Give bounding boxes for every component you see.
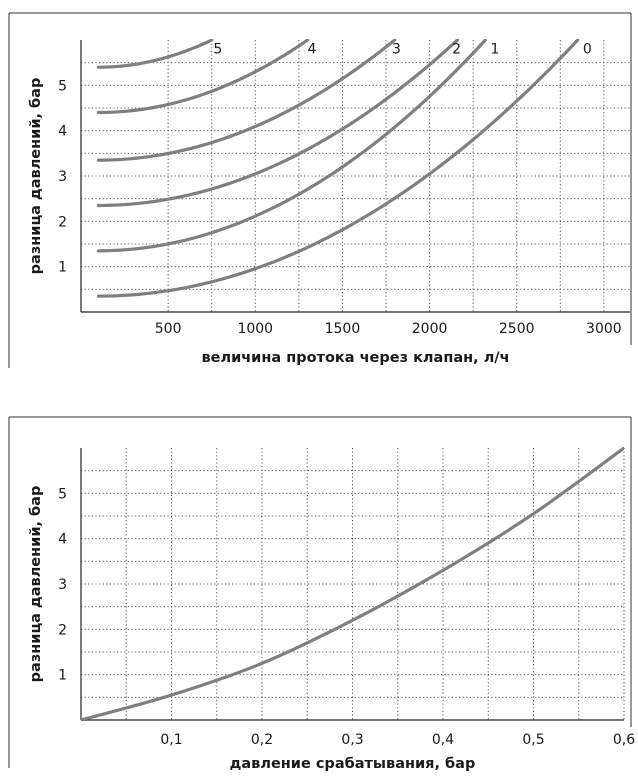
x-tick-label: 0,4 bbox=[432, 732, 454, 748]
x-axis-label: давление срабатывания, бар bbox=[230, 756, 476, 772]
x-tick-label: 3000 bbox=[586, 321, 622, 337]
y-tick-label: 3 bbox=[58, 577, 67, 593]
y-tick-label: 5 bbox=[58, 486, 67, 502]
series-line-main bbox=[81, 447, 624, 720]
bottom-chart-frame bbox=[8, 416, 632, 768]
series-line-3 bbox=[96, 39, 397, 162]
x-tick-label: 0,1 bbox=[160, 732, 182, 748]
x-tick-label: 0,6 bbox=[613, 732, 635, 748]
series-line-0 bbox=[96, 39, 580, 298]
grid bbox=[81, 40, 630, 312]
curve-label: 3 bbox=[392, 42, 401, 58]
curve-label: 5 bbox=[213, 42, 222, 58]
x-tick-label: 0,2 bbox=[251, 732, 273, 748]
y-tick-label: 2 bbox=[58, 622, 67, 638]
series-line-1 bbox=[96, 39, 487, 253]
x-tick-label: 500 bbox=[155, 321, 182, 337]
x-tick-label: 2000 bbox=[412, 321, 448, 337]
series-line-5 bbox=[96, 39, 214, 69]
x-tick-label: 2500 bbox=[499, 321, 535, 337]
grid bbox=[81, 448, 625, 720]
y-tick-label: 1 bbox=[58, 260, 67, 276]
y-axis-label: разница давлений, бар bbox=[28, 78, 44, 275]
x-tick-label: 0,3 bbox=[341, 732, 363, 748]
y-tick-label: 4 bbox=[58, 532, 67, 548]
x-tick-label: 1500 bbox=[325, 321, 361, 337]
y-tick-label: 1 bbox=[58, 668, 67, 684]
trigger-pressure-chart: 0,1 0,2 0,3 0,4 0,5 0,6 1 2 3 4 5 давление срабатыв… bbox=[28, 447, 635, 772]
series-line-4 bbox=[96, 39, 310, 115]
curve-label: 2 bbox=[452, 42, 461, 58]
curve-label: 1 bbox=[490, 42, 499, 58]
y-tick-label: 4 bbox=[58, 124, 67, 140]
curve-label: 4 bbox=[307, 42, 316, 58]
y-tick-label: 2 bbox=[58, 214, 67, 230]
x-tick-label: 0,5 bbox=[522, 732, 544, 748]
x-tick-label: 1000 bbox=[237, 321, 273, 337]
y-tick-label: 5 bbox=[58, 78, 67, 94]
flow-rate-chart: 500 1000 1500 2000 2500 3000 1 2 3 4 5 величина про… bbox=[28, 39, 630, 366]
x-axis-label: величина протока через клапан, л/ч bbox=[201, 350, 509, 366]
top-chart-frame bbox=[8, 12, 632, 368]
curve-label: 0 bbox=[583, 42, 592, 58]
series-line-2 bbox=[96, 39, 460, 208]
y-axis-label: разница давлений, бар bbox=[28, 486, 44, 683]
y-tick-label: 3 bbox=[58, 169, 67, 185]
